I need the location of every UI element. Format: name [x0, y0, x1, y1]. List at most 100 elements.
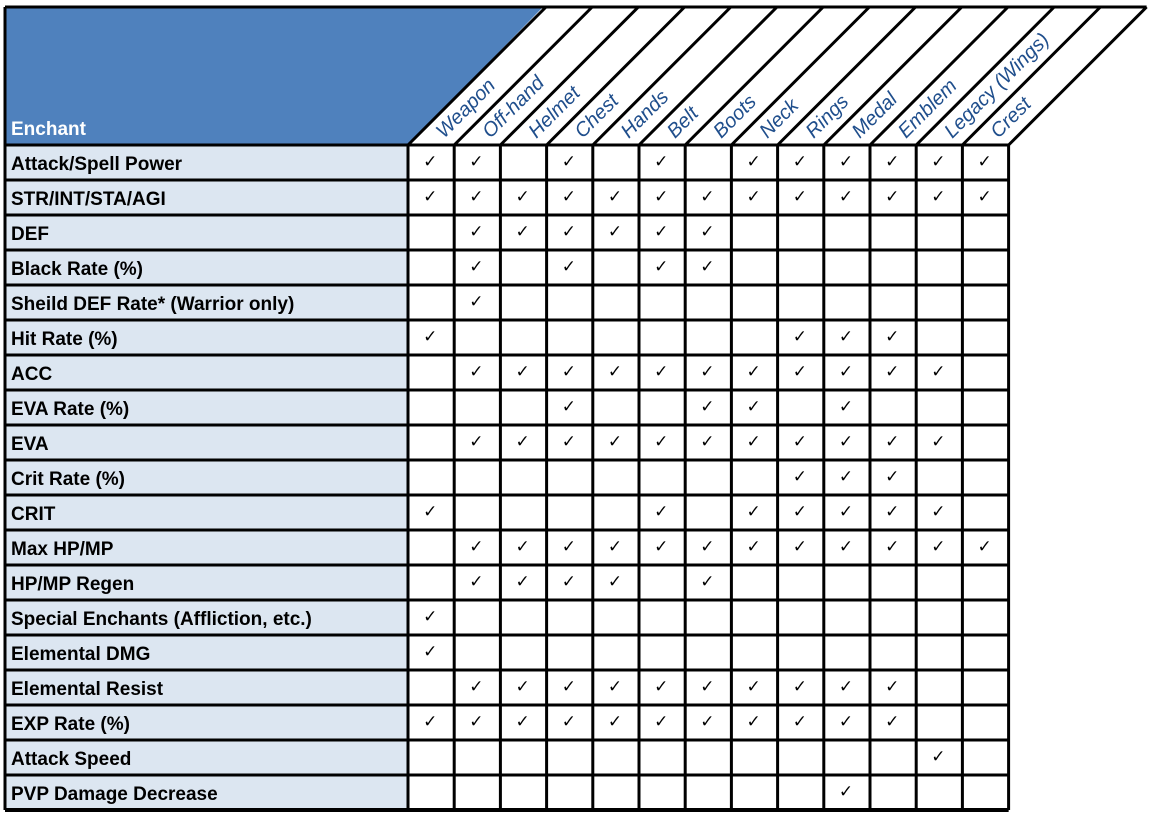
check-mark-icon: ✓: [700, 257, 714, 277]
check-mark-icon: ✓: [747, 712, 761, 732]
check-mark-icon: ✓: [978, 187, 992, 207]
check-mark-icon: ✓: [793, 712, 807, 732]
table-body: Attack/Spell Power ✓ ✓ ✓ ✓ ✓ ✓ ✓ ✓ ✓ ✓STR/INT/STA/…: [3, 5, 1148, 812]
check-mark-icon: ✓: [654, 502, 668, 522]
check-mark-icon: ✓: [885, 152, 899, 172]
check-mark-icon: ✓: [931, 502, 945, 522]
check-mark-icon: ✓: [562, 537, 576, 557]
column-header-cell: [500, 7, 685, 145]
check-mark-icon: ✓: [608, 222, 622, 242]
row-label-cell: [5, 670, 408, 705]
row-label-cell: [5, 250, 408, 285]
check-mark-icon: ✓: [700, 397, 714, 417]
check-mark-icon: ✓: [469, 572, 483, 592]
row-label: CRIT: [11, 504, 56, 525]
check-mark-icon: ✓: [469, 222, 483, 242]
check-mark-icon: ✓: [931, 747, 945, 767]
row-label-cell: [5, 285, 408, 320]
table-row: EXP Rate (%) ✓ ✓ ✓ ✓ ✓ ✓ ✓ ✓ ✓ ✓ ✓: [5, 705, 899, 740]
check-mark-icon: ✓: [700, 432, 714, 452]
check-mark-icon: ✓: [885, 467, 899, 487]
row-label: EXP Rate (%): [11, 714, 130, 735]
table-row: Sheild DEF Rate* (Warrior only) ✓: [5, 285, 484, 320]
row-label-cell: [5, 565, 408, 600]
row-label-cell: [5, 635, 408, 670]
row-label-cell: [5, 600, 408, 635]
row-label: Attack/Spell Power: [11, 154, 183, 175]
check-mark-icon: ✓: [885, 712, 899, 732]
column-header-cell: [454, 7, 639, 145]
row-label-cell: [5, 320, 408, 355]
check-mark-icon: ✓: [423, 187, 437, 207]
grid-line: [776, 5, 917, 147]
check-mark-icon: ✓: [608, 677, 622, 697]
check-mark-icon: ✓: [700, 187, 714, 207]
table-row: HP/MP Regen ✓ ✓ ✓ ✓ ✓: [5, 565, 715, 600]
check-mark-icon: ✓: [839, 187, 853, 207]
header-corner-cell: [5, 7, 543, 145]
grid-line: [499, 5, 640, 147]
table-row: STR/INT/STA/AGI ✓ ✓ ✓ ✓ ✓ ✓ ✓ ✓ ✓ ✓ ✓ ✓ ✓: [5, 180, 992, 215]
check-mark-icon: ✓: [839, 467, 853, 487]
row-label-cell: [5, 180, 408, 215]
check-mark-icon: ✓: [839, 327, 853, 347]
check-mark-icon: ✓: [562, 362, 576, 382]
check-mark-icon: ✓: [885, 362, 899, 382]
row-label: PVP Damage Decrease: [11, 784, 218, 805]
check-mark-icon: ✓: [654, 187, 668, 207]
check-mark-icon: ✓: [608, 712, 622, 732]
check-mark-icon: ✓: [469, 187, 483, 207]
row-label: Elemental Resist: [11, 679, 164, 700]
check-mark-icon: ✓: [654, 222, 668, 242]
check-mark-icon: ✓: [839, 712, 853, 732]
column-header-cell: [916, 7, 1101, 145]
check-mark-icon: ✓: [931, 152, 945, 172]
row-label-cell: [5, 145, 408, 180]
check-mark-icon: ✓: [469, 257, 483, 277]
table-row: Elemental Resist ✓ ✓ ✓ ✓ ✓ ✓ ✓ ✓ ✓ ✓: [5, 670, 899, 705]
check-mark-icon: ✓: [700, 572, 714, 592]
check-mark-icon: ✓: [562, 397, 576, 417]
check-mark-icon: ✓: [423, 152, 437, 172]
grid-line: [1007, 5, 1148, 147]
check-mark-icon: ✓: [978, 537, 992, 557]
check-mark-icon: ✓: [978, 152, 992, 172]
grid-line: [406, 5, 548, 147]
grid-line: [545, 5, 686, 147]
table-row: EVA Rate (%) ✓ ✓ ✓ ✓: [5, 390, 853, 425]
check-mark-icon: ✓: [700, 677, 714, 697]
check-mark-icon: ✓: [469, 292, 483, 312]
check-mark-icon: ✓: [839, 782, 853, 802]
check-mark-icon: ✓: [885, 502, 899, 522]
check-mark-icon: ✓: [423, 642, 437, 662]
table-row: Special Enchants (Affliction, etc.) ✓: [5, 600, 437, 635]
row-label-cell: [5, 530, 408, 565]
check-mark-icon: ✓: [423, 607, 437, 627]
check-mark-icon: ✓: [654, 432, 668, 452]
check-mark-icon: ✓: [747, 502, 761, 522]
check-mark-icon: ✓: [562, 677, 576, 697]
check-mark-icon: ✓: [839, 502, 853, 522]
row-label: Black Rate (%): [11, 259, 143, 280]
check-mark-icon: ✓: [700, 537, 714, 557]
check-mark-icon: ✓: [931, 432, 945, 452]
check-mark-icon: ✓: [608, 572, 622, 592]
check-mark-icon: ✓: [469, 712, 483, 732]
table-header: Enchant: [5, 7, 543, 145]
row-label-cell: [5, 460, 408, 495]
check-mark-icon: ✓: [516, 432, 530, 452]
row-label-cell: [5, 390, 408, 425]
row-label: Max HP/MP: [11, 539, 114, 560]
row-label-cell: [5, 705, 408, 740]
row-label-cell: [5, 215, 408, 250]
table-row: Attack Speed ✓: [5, 740, 946, 775]
check-mark-icon: ✓: [516, 362, 530, 382]
column-header-cell: [823, 7, 1008, 145]
table-row: Hit Rate (%) ✓ ✓ ✓ ✓: [5, 320, 899, 355]
grid-line: [591, 5, 732, 147]
check-mark-icon: ✓: [839, 152, 853, 172]
grid-line: [915, 5, 1056, 147]
check-mark-icon: ✓: [516, 572, 530, 592]
table-row: ACC ✓ ✓ ✓ ✓ ✓ ✓ ✓ ✓ ✓ ✓ ✓: [5, 355, 946, 390]
